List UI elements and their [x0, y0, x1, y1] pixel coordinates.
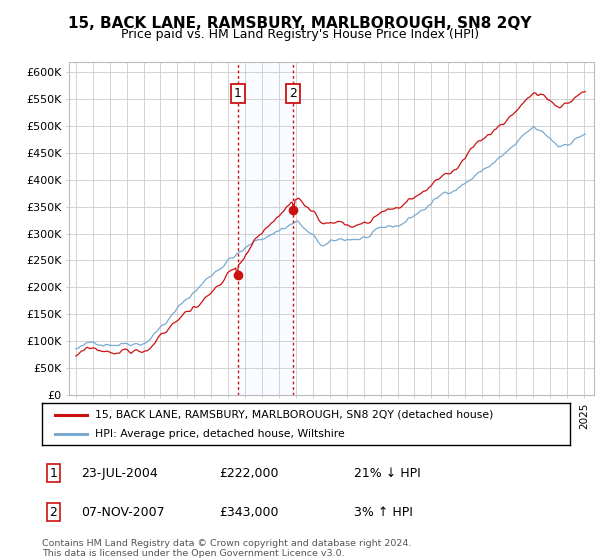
Text: 07-NOV-2007: 07-NOV-2007 — [81, 506, 164, 519]
Text: 21% ↓ HPI: 21% ↓ HPI — [354, 466, 421, 480]
Bar — [238, 62, 293, 395]
Text: £222,000: £222,000 — [219, 466, 278, 480]
Text: Price paid vs. HM Land Registry's House Price Index (HPI): Price paid vs. HM Land Registry's House … — [121, 28, 479, 41]
Text: 2: 2 — [289, 87, 297, 100]
Text: 15, BACK LANE, RAMSBURY, MARLBOROUGH, SN8 2QY: 15, BACK LANE, RAMSBURY, MARLBOROUGH, SN… — [68, 16, 532, 31]
Text: HPI: Average price, detached house, Wiltshire: HPI: Average price, detached house, Wilt… — [95, 429, 344, 439]
Text: Contains HM Land Registry data © Crown copyright and database right 2024.
This d: Contains HM Land Registry data © Crown c… — [42, 539, 412, 558]
Text: 15, BACK LANE, RAMSBURY, MARLBOROUGH, SN8 2QY (detached house): 15, BACK LANE, RAMSBURY, MARLBOROUGH, SN… — [95, 409, 493, 419]
Text: 1: 1 — [49, 466, 58, 480]
Text: 2: 2 — [49, 506, 58, 519]
Text: 1: 1 — [233, 87, 242, 100]
Text: 3% ↑ HPI: 3% ↑ HPI — [354, 506, 413, 519]
Text: £343,000: £343,000 — [219, 506, 278, 519]
Text: 23-JUL-2004: 23-JUL-2004 — [81, 466, 158, 480]
